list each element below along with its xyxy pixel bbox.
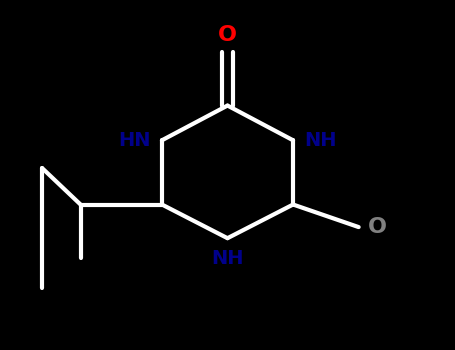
Text: NH: NH	[304, 131, 337, 150]
Text: O: O	[368, 217, 387, 237]
Text: NH: NH	[211, 248, 244, 268]
Text: HN: HN	[118, 131, 151, 150]
Text: O: O	[218, 25, 237, 45]
